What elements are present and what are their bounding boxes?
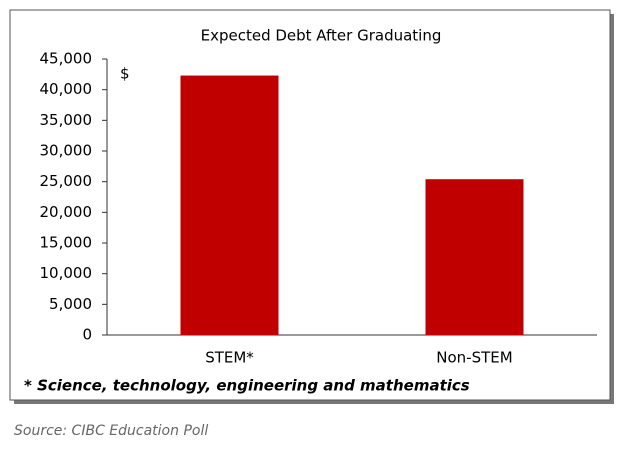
x-tick-label: STEM* (205, 349, 254, 367)
y-tick-label: 45,000 (40, 50, 93, 68)
y-tick-label: 25,000 (40, 172, 93, 190)
chart-title: Expected Debt After Graduating (201, 27, 442, 45)
source: Source: CIBC Education Poll (14, 423, 208, 439)
bar (425, 179, 524, 335)
y-tick-label: 5,000 (49, 295, 92, 313)
bar (180, 75, 279, 335)
x-tick-label: Non-STEM (436, 349, 512, 367)
y-tick-label: 15,000 (40, 234, 93, 252)
y-tick-label: 35,000 (40, 111, 93, 129)
y-tick-label: 40,000 (40, 80, 93, 98)
y-tick-label: 30,000 (40, 142, 93, 160)
y-tick-label: 20,000 (40, 203, 93, 221)
y-tick-label: 10,000 (40, 264, 93, 282)
footnote: * Science, technology, engineering and m… (24, 377, 470, 395)
y-tick-label: 0 (82, 326, 92, 344)
y-axis-label: $ (120, 65, 130, 83)
